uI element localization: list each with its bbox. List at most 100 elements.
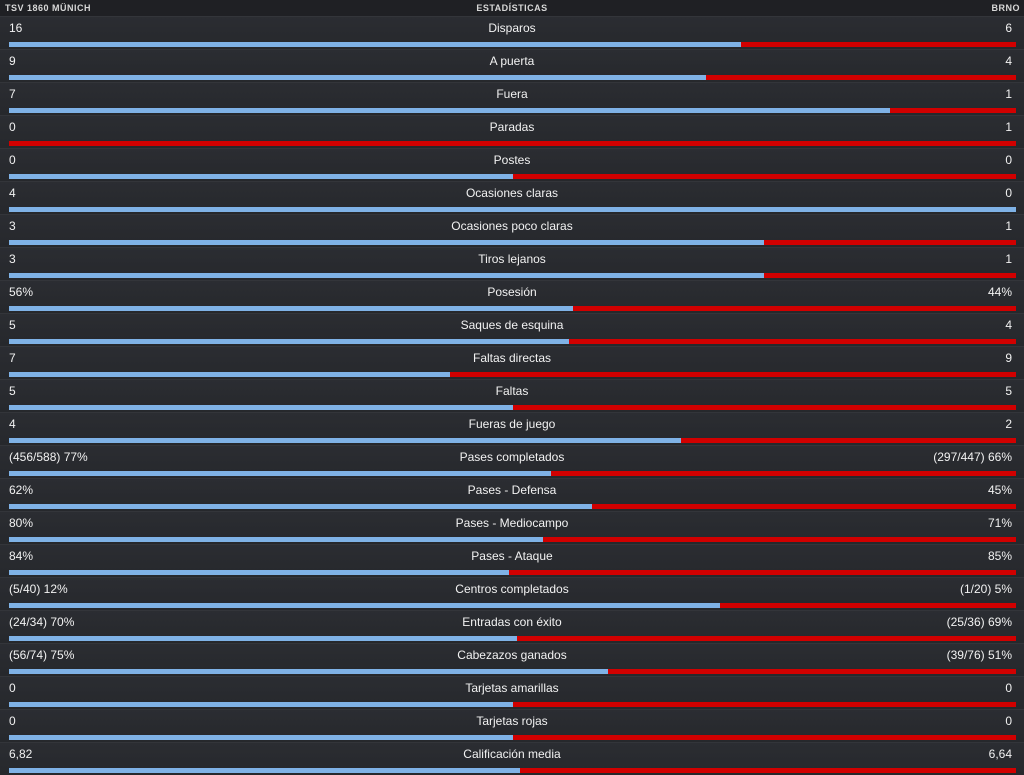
stat-label: Posesión — [487, 285, 537, 299]
stat-row: 84% Pases - Ataque 85% — [0, 544, 1024, 577]
comparison-bar — [9, 339, 1016, 344]
stat-row: (456/588) 77% Pases completados (297/447) … — [0, 445, 1024, 478]
home-value: 7 — [9, 87, 16, 101]
home-share-fill — [9, 570, 510, 575]
comparison-bar — [9, 702, 1016, 707]
stat-label: Pases - Ataque — [471, 549, 553, 563]
stat-label: Pases completados — [459, 450, 565, 464]
home-value: 5 — [9, 318, 16, 332]
stat-row: 9 A puerta 4 — [0, 49, 1024, 82]
home-value: 6,82 — [9, 747, 33, 761]
stat-row: 6,82 Calificación media 6,64 — [0, 742, 1024, 775]
away-value: 0 — [1005, 153, 1012, 167]
comparison-bar — [9, 240, 1016, 245]
away-value: 0 — [1005, 186, 1012, 200]
stat-row: 0 Postes 0 — [0, 148, 1024, 181]
home-share-fill — [9, 405, 513, 410]
stat-label: Tarjetas rojas — [476, 714, 548, 728]
home-share-fill — [9, 537, 543, 542]
home-value: 80% — [9, 516, 34, 530]
stat-row: 56% Posesión 44% — [0, 280, 1024, 313]
away-value: 6,64 — [988, 747, 1012, 761]
comparison-bar — [9, 273, 1016, 278]
home-value: 5 — [9, 384, 16, 398]
stat-label: Faltas directas — [472, 351, 552, 365]
home-share-fill — [9, 735, 513, 740]
home-value: 0 — [9, 714, 16, 728]
home-share-fill — [9, 702, 513, 707]
home-share-fill — [9, 174, 513, 179]
comparison-bar — [9, 735, 1016, 740]
comparison-bar — [9, 636, 1016, 641]
away-value: 71% — [987, 516, 1012, 530]
comparison-bar — [9, 537, 1016, 542]
stat-label: Calificación media — [463, 747, 561, 761]
home-value: 7 — [9, 351, 16, 365]
away-value: 0 — [1005, 681, 1012, 695]
stat-label: Cabezazos ganados — [457, 648, 567, 662]
home-share-fill — [9, 240, 765, 245]
stats-title: ESTADÍSTICAS — [476, 3, 548, 13]
home-value: 4 — [9, 417, 16, 431]
comparison-bar — [9, 108, 1016, 113]
home-value: (456/588) 77% — [9, 450, 88, 464]
stat-row: 4 Fueras de juego 2 — [0, 412, 1024, 445]
comparison-bar — [9, 75, 1016, 80]
stat-row: 0 Tarjetas rojas 0 — [0, 709, 1024, 742]
home-value: (56/74) 75% — [9, 648, 75, 662]
away-value: 1 — [1005, 120, 1012, 134]
stat-row: 0 Tarjetas amarillas 0 — [0, 676, 1024, 709]
home-value: 16 — [9, 21, 23, 35]
home-value: 0 — [9, 153, 16, 167]
stat-label: Disparos — [488, 21, 536, 35]
comparison-bar — [9, 471, 1016, 476]
away-value: 4 — [1005, 318, 1012, 332]
away-value: 6 — [1005, 21, 1012, 35]
stat-row: 0 Paradas 1 — [0, 115, 1024, 148]
comparison-bar — [9, 768, 1016, 773]
away-value: 1 — [1005, 219, 1012, 233]
stat-row: (5/40) 12% Centros completados (1/20) 5% — [0, 577, 1024, 610]
home-share-fill — [9, 603, 720, 608]
stat-label: Ocasiones claras — [465, 186, 559, 200]
comparison-bar — [9, 42, 1016, 47]
stat-label: Fueras de juego — [468, 417, 556, 431]
stat-row: (24/34) 70% Entradas con éxito (25/36) 69% — [0, 610, 1024, 643]
comparison-bar — [9, 174, 1016, 179]
home-share-fill — [9, 636, 517, 641]
comparison-bar — [9, 405, 1016, 410]
stat-row: 7 Fuera 1 — [0, 82, 1024, 115]
stat-label: Tarjetas amarillas — [465, 681, 559, 695]
away-value: 4 — [1005, 54, 1012, 68]
stat-label: Tiros lejanos — [478, 252, 546, 266]
stat-row: 16 Disparos 6 — [0, 16, 1024, 49]
home-share-fill — [9, 75, 706, 80]
home-share-fill — [9, 207, 1016, 212]
away-value: 0 — [1005, 714, 1012, 728]
away-value: (297/447) 66% — [933, 450, 1012, 464]
home-share-fill — [9, 42, 742, 47]
home-value: (24/34) 70% — [9, 615, 75, 629]
away-team-name: BRNO — [991, 3, 1020, 13]
comparison-bar — [9, 504, 1016, 509]
home-share-fill — [9, 768, 520, 773]
away-value: 5 — [1005, 384, 1012, 398]
home-share-fill — [9, 273, 765, 278]
stat-row: 80% Pases - Mediocampo 71% — [0, 511, 1024, 544]
stat-label: Centros completados — [455, 582, 569, 596]
stat-row: 7 Faltas directas 9 — [0, 346, 1024, 379]
stat-label: Fuera — [496, 87, 528, 101]
away-value: (25/36) 69% — [946, 615, 1012, 629]
comparison-bar — [9, 669, 1016, 674]
stat-label: A puerta — [489, 54, 535, 68]
comparison-bar — [9, 570, 1016, 575]
home-value: 62% — [9, 483, 34, 497]
comparison-bar — [9, 306, 1016, 311]
home-value: 9 — [9, 54, 16, 68]
stat-row: (56/74) 75% Cabezazos ganados (39/76) 51% — [0, 643, 1024, 676]
comparison-bar — [9, 141, 1016, 146]
stat-label: Saques de esquina — [460, 318, 564, 332]
home-share-fill — [9, 372, 450, 377]
home-share-fill — [9, 108, 891, 113]
stat-label: Pases - Mediocampo — [455, 516, 569, 530]
